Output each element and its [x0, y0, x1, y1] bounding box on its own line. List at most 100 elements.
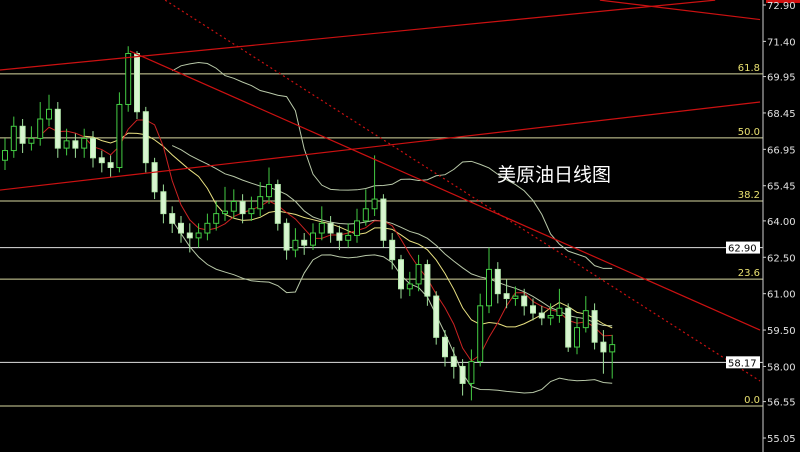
candle-bullish: [415, 264, 422, 285]
candle-bullish: [10, 125, 17, 152]
price-line-label-box: [726, 241, 760, 254]
price-line-label: 58.17: [728, 358, 757, 369]
candle-bearish: [459, 365, 466, 384]
candle-bearish: [450, 356, 457, 367]
candle-bullish: [266, 184, 272, 198]
candle-bullish: [37, 118, 44, 139]
trendline: [164, 0, 761, 382]
candle-bearish: [398, 259, 404, 290]
fib-level-label: 61.8: [738, 63, 760, 74]
candle-bearish: [107, 162, 114, 169]
axis-tick-label: 59.50: [767, 326, 796, 337]
axis-tick-label: 65.45: [767, 182, 796, 193]
candle-bearish: [186, 232, 193, 239]
candle-bullish: [609, 344, 616, 353]
axis-tick-label: 61.00: [767, 290, 796, 301]
candle-bearish: [239, 200, 246, 215]
candle-bearish: [600, 341, 607, 353]
candle-bullish: [574, 327, 580, 348]
candle-bearish: [494, 268, 501, 295]
candle-bullish: [63, 140, 70, 149]
candle-bearish: [142, 111, 149, 164]
candle-bearish: [327, 222, 334, 234]
candle-bearish: [19, 125, 26, 144]
current-price-marker: [766, 0, 800, 3]
candle-bullish: [195, 232, 202, 239]
candle-bullish: [512, 295, 519, 300]
fib-level-label: 50.0: [738, 127, 760, 138]
price-line-label: 62.90: [728, 244, 757, 255]
bollinger-upper-line: [171, 62, 613, 269]
candle-bullish: [468, 361, 475, 384]
candle-bullish: [81, 137, 88, 149]
candle-bullish: [46, 108, 52, 120]
candle-bearish: [424, 264, 431, 297]
trendline: [0, 101, 761, 191]
candle-bearish: [72, 140, 79, 149]
candle-bearish: [169, 213, 176, 224]
axis-tick-label: 66.95: [767, 145, 796, 156]
candle-bearish: [54, 108, 61, 149]
candle-bullish: [230, 200, 237, 212]
trendline: [0, 0, 716, 71]
candle-bullish: [547, 314, 554, 319]
candle-bearish: [98, 157, 105, 164]
candle-bearish: [301, 239, 308, 246]
axis-tick-label: 62.50: [767, 253, 796, 264]
price-line-label-box: [726, 356, 760, 369]
candle-bearish: [283, 222, 290, 251]
candle-bearish: [538, 312, 545, 319]
candle-bearish: [389, 239, 396, 261]
candle-bullish: [213, 213, 220, 224]
candle-bearish: [380, 198, 387, 241]
candle-bearish: [442, 336, 448, 358]
candle-bearish: [336, 232, 343, 241]
candle-bullish: [125, 53, 132, 105]
chart-title: 美原油日线图: [497, 164, 612, 186]
ma-short-line: [39, 119, 613, 362]
candle-bullish: [477, 305, 484, 363]
candle-bullish: [556, 307, 563, 316]
axis-tick-label: 55.05: [767, 434, 796, 445]
candle-bullish: [248, 208, 255, 215]
candle-bearish: [433, 295, 440, 338]
candle-bearish: [591, 310, 598, 343]
price-axis-background: [763, 0, 800, 452]
fib-level-label: 0.0: [744, 395, 760, 406]
candle-bullish: [371, 198, 378, 210]
candle-bullish: [257, 196, 264, 210]
candle-bullish: [406, 283, 413, 290]
candle-bearish: [90, 137, 96, 159]
trendline: [599, 0, 761, 21]
axis-tick-label: 69.95: [767, 73, 796, 84]
candle-bearish: [565, 307, 572, 348]
axis-tick-label: 68.45: [767, 109, 796, 120]
bollinger-mid-line: [171, 145, 613, 327]
candle-bullish: [292, 239, 299, 251]
candle-bearish: [503, 293, 510, 300]
fib-level-label: 23.6: [738, 268, 760, 279]
candle-bullish: [204, 222, 211, 234]
candle-bearish: [521, 295, 528, 307]
axis-tick-label: 64.00: [767, 217, 796, 228]
candle-bullish: [222, 210, 228, 215]
candle-bearish: [274, 184, 281, 224]
candle-bullish: [354, 220, 360, 236]
candle-bearish: [151, 162, 158, 193]
axis-tick-label: 72.90: [767, 1, 796, 12]
candle-bullish: [2, 150, 8, 161]
candle-bullish: [318, 222, 325, 234]
axis-tick-label: 58.00: [767, 362, 796, 373]
candle-bearish: [134, 53, 140, 113]
axis-tick-label: 71.40: [767, 37, 796, 48]
axis-tick-label: 56.55: [767, 398, 796, 409]
candle-bearish: [178, 222, 184, 234]
candle-bullish: [362, 208, 369, 222]
candle-bearish: [160, 191, 167, 215]
candle-bullish: [582, 310, 589, 329]
fib-level-label: 38.2: [738, 190, 760, 201]
candle-bullish: [116, 103, 123, 169]
candle-bullish: [28, 137, 35, 144]
candle-bearish: [530, 305, 536, 314]
